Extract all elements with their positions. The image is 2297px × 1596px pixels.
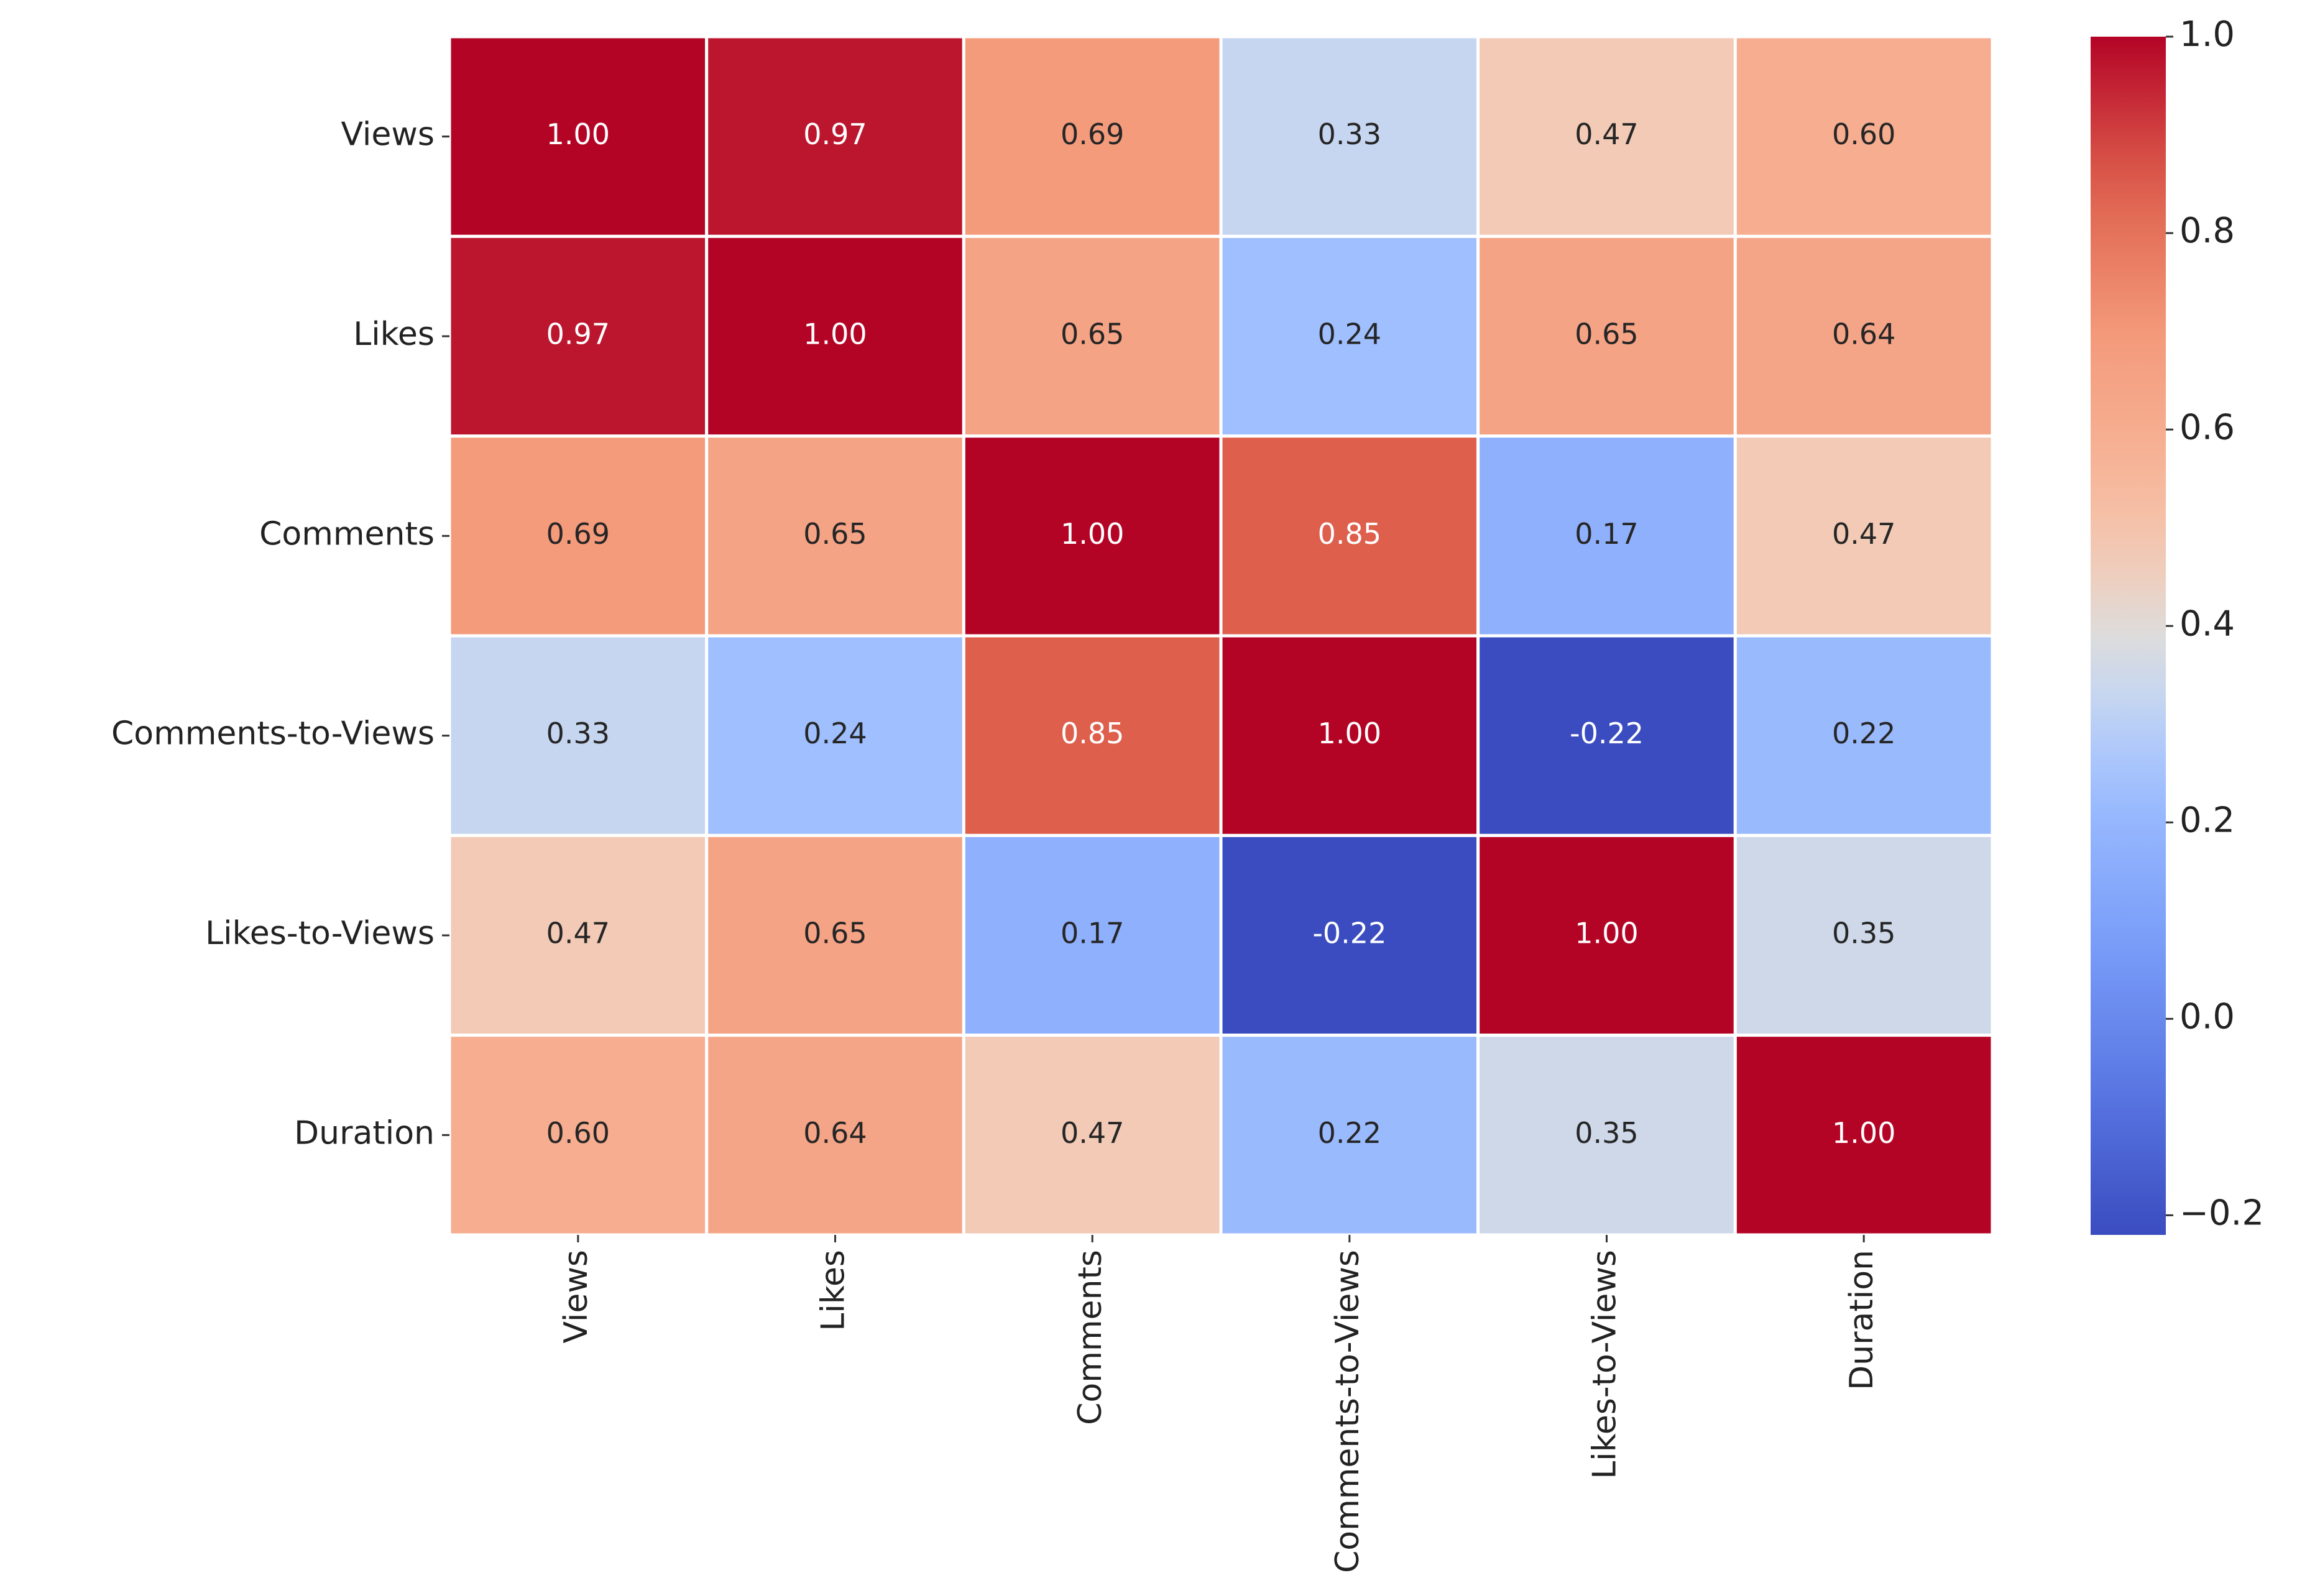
cell-label: 0.65 [1061, 318, 1124, 351]
heatmap-cell [705, 434, 965, 638]
cell-label: -0.22 [1570, 717, 1644, 750]
heatmap-cell [448, 833, 709, 1037]
cell-label: 0.33 [1318, 117, 1381, 151]
cell-label: 0.97 [546, 318, 610, 351]
y-tick-label: Comments [259, 515, 435, 553]
cell-label: 0.47 [1832, 517, 1895, 551]
cell-label: 0.97 [803, 117, 867, 151]
heatmap-cell [1476, 833, 1737, 1037]
cell-label: 0.47 [1575, 117, 1638, 151]
cell-label: 0.17 [1061, 917, 1124, 950]
colorbar-tick-label: 0.6 [2180, 407, 2235, 447]
y-tick-label: Views [341, 116, 435, 154]
cell-label: 0.24 [803, 717, 867, 750]
colorbar-tick-label: 0.2 [2180, 800, 2235, 840]
cell-label: 1.00 [1061, 517, 1124, 551]
x-tick-label: Views [558, 1250, 595, 1344]
colorbar-tick-label: −0.2 [2180, 1193, 2264, 1234]
cell-label: 0.47 [1061, 1116, 1124, 1150]
heatmap-cell [1733, 434, 1994, 638]
cell-label: 1.00 [546, 117, 610, 151]
heatmap-cell [1733, 234, 1994, 438]
colorbar-tick-label: 0.4 [2180, 603, 2235, 644]
heatmap-cell [1476, 634, 1737, 837]
heatmap-cell [705, 634, 965, 837]
heatmap-cell [1476, 434, 1737, 638]
cell-label: 0.64 [803, 1116, 867, 1150]
cell-label: 0.22 [1832, 717, 1895, 750]
x-tick-label: Comments-to-Views [1329, 1250, 1366, 1573]
heatmap-cell [1733, 35, 1994, 238]
cell-label: -0.22 [1312, 917, 1386, 950]
x-tick-label: Comments [1072, 1250, 1109, 1425]
cell-label: 0.24 [1318, 318, 1381, 351]
cell-label: 0.60 [546, 1116, 610, 1150]
colorbar [2091, 37, 2166, 1235]
cell-label: 1.00 [1832, 1116, 1895, 1150]
heatmap-cell [1219, 434, 1480, 638]
cell-label: 0.47 [546, 917, 610, 950]
cell-label: 0.60 [1832, 117, 1895, 151]
x-tick-label: Likes [815, 1250, 852, 1331]
cell-label: 1.00 [803, 318, 867, 351]
cell-label: 0.69 [1061, 117, 1124, 151]
heatmap-cell [962, 35, 1223, 238]
cell-label: 0.22 [1318, 1116, 1381, 1150]
heatmap-cell [1219, 35, 1480, 238]
colorbar-tick-label: 0.8 [2180, 211, 2235, 251]
heatmap-cell [448, 35, 709, 238]
colorbar-tick-label: 1.0 [2180, 14, 2235, 55]
heatmap-cell [1476, 1034, 1737, 1237]
cell-label: 1.00 [1575, 917, 1638, 950]
colorbar-tick-label: 0.0 [2180, 996, 2235, 1037]
heatmap-cell [1219, 634, 1480, 837]
heatmap-cell [448, 634, 709, 837]
y-tick-label: Comments-to-Views [111, 715, 435, 753]
heatmap-cell [1219, 833, 1480, 1037]
x-tick-label: Duration [1843, 1250, 1880, 1390]
cell-label: 0.65 [803, 917, 867, 950]
heatmap-cell [1733, 1034, 1994, 1237]
cell-label: 0.69 [546, 517, 610, 551]
heatmap-cell [962, 833, 1223, 1037]
cell-label: 0.35 [1832, 917, 1895, 950]
heatmap-cell [705, 35, 965, 238]
cell-label: 0.17 [1575, 517, 1638, 551]
cell-label: 0.85 [1061, 717, 1124, 750]
heatmap-cell [448, 1034, 709, 1237]
cell-label: 1.00 [1318, 717, 1381, 750]
x-tick-label: Likes-to-Views [1586, 1250, 1624, 1479]
heatmap-cell [1733, 833, 1994, 1037]
cell-label: 0.33 [546, 717, 610, 750]
cell-label: 0.85 [1318, 517, 1381, 551]
cell-label: 0.65 [1575, 318, 1638, 351]
cell-label: 0.35 [1575, 1116, 1638, 1150]
heatmap-cell [1733, 634, 1994, 837]
y-tick-label: Duration [294, 1114, 435, 1152]
y-tick-label: Likes-to-Views [205, 915, 435, 952]
y-tick-label: Likes [353, 316, 435, 353]
cell-label: 0.65 [803, 517, 867, 551]
heatmap-cell [705, 234, 965, 438]
heatmap-cell [1219, 234, 1480, 438]
cell-label: 0.64 [1832, 318, 1895, 351]
heatmap-cell [962, 634, 1223, 837]
